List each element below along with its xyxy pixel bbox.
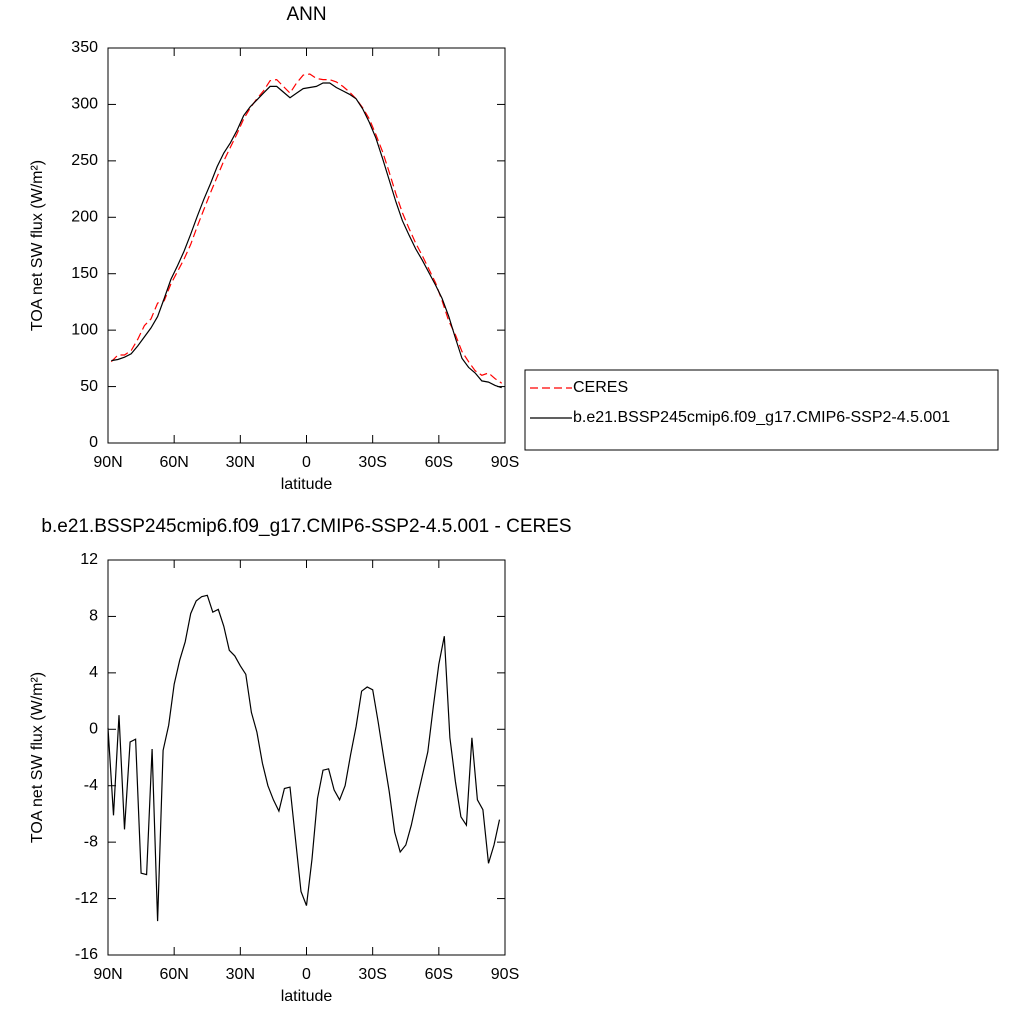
x-tick-label: 60N [159, 966, 188, 983]
y-tick-label: 300 [71, 96, 98, 113]
x-tick-label: 90N [93, 966, 122, 983]
y-tick-label: -16 [75, 946, 98, 963]
y-tick-label: 200 [71, 209, 98, 226]
x-tick-label: 90N [93, 454, 122, 471]
y-axis-label: TOA net SW flux (W/m²) [29, 672, 46, 843]
x-tick-label: 60S [425, 454, 453, 471]
y-tick-label: 12 [80, 551, 98, 568]
y-tick-label: -8 [84, 833, 98, 850]
data-line [111, 82, 502, 389]
y-tick-label: 0 [89, 434, 98, 451]
y-tick-label: 250 [71, 152, 98, 169]
data-line [107, 594, 501, 922]
plot-frame [107, 559, 506, 956]
y-tick-label: 50 [80, 378, 98, 395]
x-tick-label: 90S [491, 966, 519, 983]
legend-label: b.e21.BSSP245cmip6.f09_g17.CMIP6-SSP2-4.… [573, 409, 950, 426]
y-tick-label: 350 [71, 39, 98, 56]
legend-label: CERES [573, 379, 628, 396]
x-axis-label: latitude [281, 988, 333, 1005]
y-tick-label: 4 [89, 664, 98, 681]
y-tick-label: 0 [89, 721, 98, 738]
x-tick-label: 90S [491, 454, 519, 471]
x-tick-label: 30N [226, 966, 255, 983]
x-tick-label: 0 [302, 454, 311, 471]
x-tick-label: 30S [358, 454, 386, 471]
chart-title: b.e21.BSSP245cmip6.f09_g17.CMIP6-SSP2-4.… [41, 516, 571, 537]
y-tick-label: 8 [89, 608, 98, 625]
x-tick-label: 60S [425, 966, 453, 983]
y-tick-label: 150 [71, 265, 98, 282]
data-line [110, 73, 503, 384]
y-tick-label: 100 [71, 321, 98, 338]
x-tick-label: 0 [302, 966, 311, 983]
x-tick-label: 60N [159, 454, 188, 471]
y-tick-label: -4 [84, 777, 98, 794]
legend-box [524, 369, 999, 451]
x-tick-label: 30S [358, 966, 386, 983]
x-tick-label: 30N [226, 454, 255, 471]
x-axis-label: latitude [281, 476, 333, 493]
chart-title: ANN [286, 4, 326, 25]
y-tick-label: -12 [75, 890, 98, 907]
plot-frame [107, 47, 506, 444]
y-axis-label: TOA net SW flux (W/m²) [29, 160, 46, 331]
